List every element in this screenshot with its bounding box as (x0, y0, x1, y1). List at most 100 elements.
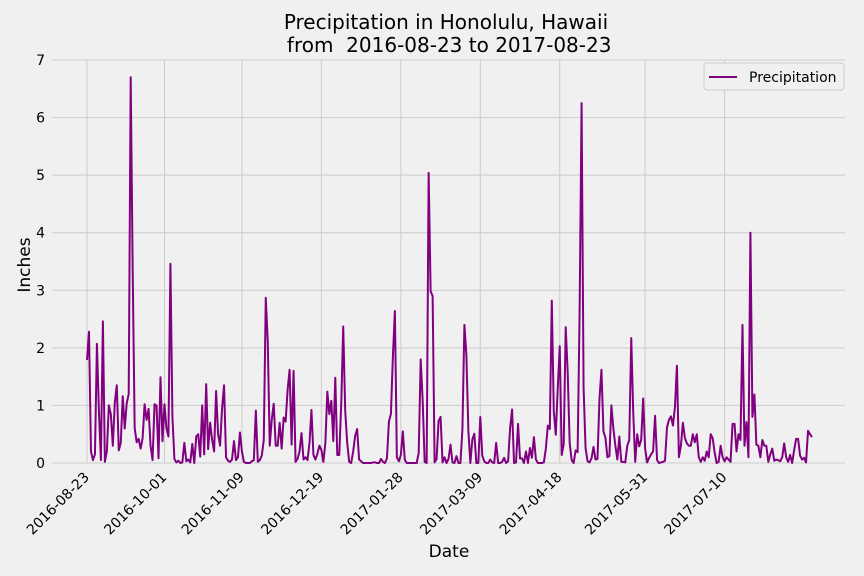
data-point (166, 428, 167, 429)
data-point (502, 461, 503, 462)
data-point (535, 459, 536, 460)
data-point (218, 434, 219, 435)
data-point (728, 459, 729, 460)
data-point (760, 457, 761, 458)
data-point (549, 428, 550, 429)
data-point (583, 387, 584, 388)
data-point (305, 457, 306, 458)
data-point (281, 448, 282, 449)
data-point (130, 77, 131, 78)
data-point (94, 454, 95, 455)
data-point (259, 460, 260, 461)
data-point (190, 462, 191, 463)
data-point (676, 365, 677, 366)
data-point (160, 377, 161, 378)
series-layer (86, 76, 813, 464)
data-point (237, 457, 238, 458)
data-point (386, 458, 387, 459)
data-point (353, 451, 354, 452)
data-point (295, 461, 296, 462)
data-point (521, 458, 522, 459)
data-point (265, 297, 266, 298)
data-point (194, 462, 195, 463)
data-point (541, 462, 542, 463)
data-point (641, 439, 642, 440)
data-point (500, 462, 501, 463)
data-point (279, 422, 280, 423)
data-point (301, 432, 302, 433)
data-point (734, 423, 735, 424)
data-point (285, 421, 286, 422)
data-point (702, 457, 703, 458)
data-point (124, 428, 125, 429)
data-point (182, 462, 183, 463)
data-point (331, 400, 332, 401)
data-point (416, 462, 417, 463)
data-point (468, 430, 469, 431)
data-point (231, 459, 232, 460)
data-point (752, 416, 753, 417)
data-point (345, 411, 346, 412)
data-point (770, 454, 771, 455)
data-point (404, 460, 405, 461)
data-point (186, 461, 187, 462)
data-point (597, 458, 598, 459)
data-point (390, 413, 391, 414)
data-point (714, 452, 715, 453)
data-point (639, 446, 640, 447)
data-point (216, 390, 217, 391)
data-point (311, 409, 312, 410)
data-point (629, 439, 630, 440)
data-point (517, 423, 518, 424)
data-point (722, 457, 723, 458)
data-point (293, 370, 294, 371)
data-point (200, 456, 201, 457)
data-point (744, 445, 745, 446)
data-point (547, 425, 548, 426)
data-point (565, 327, 566, 328)
legend-label: Precipitation (749, 70, 837, 86)
data-point (466, 354, 467, 355)
data-point (363, 462, 364, 463)
y-axis-ticks: 0 1 2 3 4 5 6 7 (36, 53, 45, 472)
data-point (275, 445, 276, 446)
data-point (649, 457, 650, 458)
data-point (134, 427, 135, 428)
data-point (178, 460, 179, 461)
data-point (271, 419, 272, 420)
data-point (712, 438, 713, 439)
data-point (434, 462, 435, 463)
data-point (511, 409, 512, 410)
data-point (122, 396, 123, 397)
data-point (537, 462, 538, 463)
data-point (591, 458, 592, 459)
data-point (287, 389, 288, 390)
y-tick-label: 1 (36, 398, 45, 414)
data-point (474, 433, 475, 434)
data-point (796, 438, 797, 439)
data-point (587, 461, 588, 462)
data-point (180, 462, 181, 463)
data-point (174, 458, 175, 459)
data-point (637, 434, 638, 435)
data-point (567, 371, 568, 372)
data-point (444, 457, 445, 458)
data-point (660, 462, 661, 463)
data-point (573, 462, 574, 463)
data-point (662, 461, 663, 462)
data-point (263, 439, 264, 440)
data-point (688, 445, 689, 446)
y-tick-label: 6 (36, 111, 45, 127)
data-point (774, 460, 775, 461)
data-point (374, 462, 375, 463)
data-point (764, 445, 765, 446)
data-point (700, 461, 701, 462)
data-point (508, 461, 509, 462)
data-point (589, 462, 590, 463)
data-point (355, 435, 356, 436)
data-point (349, 461, 350, 462)
data-point (317, 453, 318, 454)
data-point (647, 462, 648, 463)
data-point (120, 442, 121, 443)
data-point (170, 263, 171, 264)
